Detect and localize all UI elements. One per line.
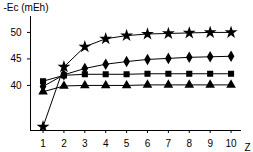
- svg-text:10: 10: [225, 138, 237, 149]
- svg-text:Z: Z: [244, 142, 250, 152]
- svg-text:-Ec (mEh): -Ec (mEh): [4, 2, 49, 13]
- svg-text:45: 45: [10, 53, 22, 64]
- svg-text:5: 5: [124, 138, 130, 149]
- svg-text:40: 40: [10, 80, 22, 91]
- svg-text:2: 2: [61, 138, 67, 149]
- svg-text:8: 8: [186, 138, 192, 149]
- svg-text:3: 3: [82, 138, 88, 149]
- svg-text:1: 1: [40, 138, 46, 149]
- svg-text:50: 50: [10, 27, 22, 38]
- svg-text:7: 7: [166, 138, 172, 149]
- svg-text:4: 4: [103, 138, 109, 149]
- svg-text:6: 6: [145, 138, 151, 149]
- svg-text:9: 9: [207, 138, 213, 149]
